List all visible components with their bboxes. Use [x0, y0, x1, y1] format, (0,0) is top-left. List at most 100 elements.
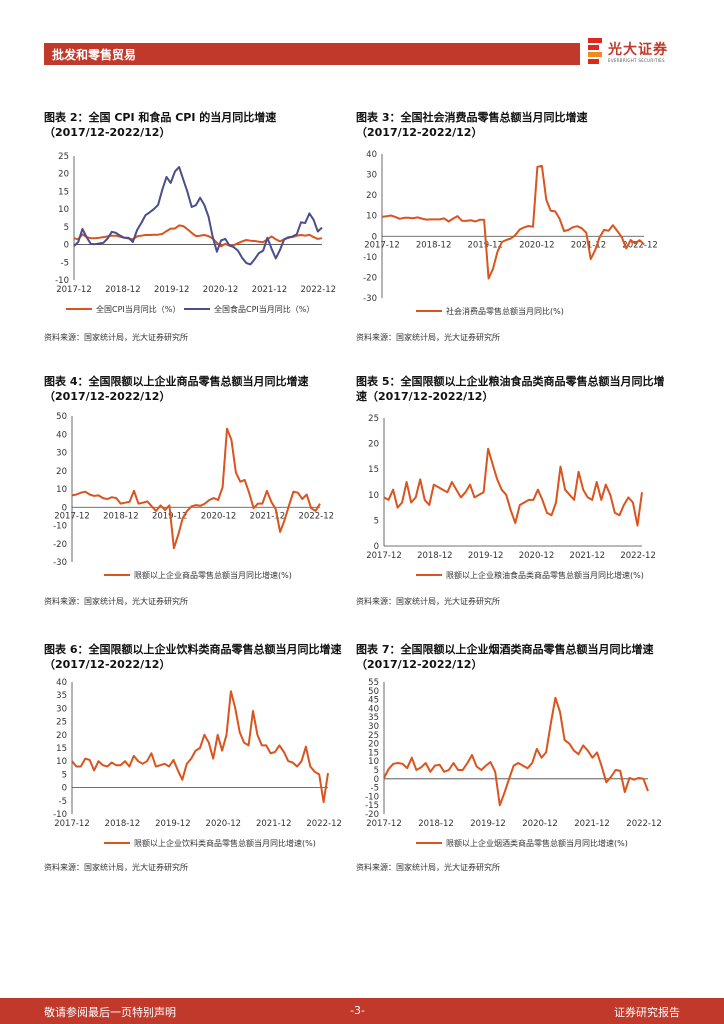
- x-tick-label: 2017-12: [56, 285, 92, 295]
- y-tick-label: 10: [56, 757, 67, 767]
- page-number: -3-: [350, 1004, 365, 1017]
- x-tick-label: 2021-12: [256, 819, 292, 829]
- panel-title-line: 图表 4：全国限额以上企业商品零售总额当月同比增速: [44, 375, 309, 388]
- y-tick-label: -30: [53, 558, 67, 568]
- y-tick-label: 35: [368, 713, 379, 723]
- x-tick-label: 2018-12: [418, 819, 454, 829]
- x-tick-label: 2019-12: [155, 819, 191, 829]
- x-tick-label: 2018-12: [105, 819, 141, 829]
- logo-mark-icon: [588, 38, 602, 64]
- x-tick-label: 2020-12: [206, 819, 242, 829]
- y-tick-label: 0: [374, 775, 379, 785]
- y-tick-label: 0: [62, 784, 67, 794]
- y-tick-label: 0: [62, 503, 67, 513]
- y-tick-label: 25: [368, 414, 379, 424]
- x-tick-label: 2021-12: [570, 551, 606, 561]
- x-tick-label: 2019-12: [470, 819, 506, 829]
- y-tick-label: 5: [64, 223, 69, 233]
- series-line: [381, 164, 645, 280]
- x-tick-label: 2017-12: [54, 511, 90, 521]
- y-tick-label: 0: [372, 232, 377, 242]
- panel-title-line: 速（2017/12-2022/12）: [356, 390, 494, 403]
- y-tick-label: 40: [366, 150, 377, 160]
- panel-title-6: 图表 6：全国限额以上企业饮料类商品零售总额当月同比增速 （2017/12-20…: [44, 642, 341, 672]
- source-note: 资料来源：国家统计局，光大证券研究所: [44, 333, 188, 342]
- series-line: [71, 690, 329, 804]
- panel-title-line: 图表 5：全国限额以上企业粮油食品类商品零售总额当月同比增: [356, 375, 665, 388]
- x-tick-label: 2022-12: [301, 285, 337, 295]
- x-tick-label: 2017-12: [366, 819, 402, 829]
- logo-name-cn: 光大证券: [608, 42, 668, 58]
- source-note: 资料来源：国家统计局，光大证券研究所: [356, 597, 500, 606]
- y-tick-label: 15: [368, 465, 379, 475]
- y-tick-label: -30: [363, 294, 377, 304]
- y-tick-label: -10: [365, 792, 379, 802]
- x-tick-label: 2018-12: [103, 511, 139, 521]
- series-line: [383, 696, 649, 807]
- panel-title-line: 图表 2：全国 CPI 和食品 CPI 的当月同比增速: [44, 111, 277, 124]
- y-tick-label: 50: [368, 687, 379, 697]
- x-tick-label: 2020-12: [522, 819, 558, 829]
- legend-label: 限额以上企业粮油食品类商品零售总额当月同比增速(%): [446, 570, 644, 580]
- panel-title-7: 图表 7：全国限额以上企业烟酒类商品零售总额当月同比增速 （2017/12-20…: [356, 642, 653, 672]
- x-tick-label: 2022-12: [626, 819, 662, 829]
- legend-label: 全国CPI当月同比（%）: [96, 304, 180, 314]
- y-tick-label: 10: [56, 485, 67, 495]
- y-tick-label: -10: [53, 810, 67, 820]
- series-line: [73, 224, 323, 248]
- y-tick-label: 15: [58, 187, 69, 197]
- y-tick-label: 25: [58, 152, 69, 162]
- y-tick-label: 20: [58, 170, 69, 180]
- chart-beverage: -10 -5 0 5 10 15 20 25 30 35 40 2017-12 2018-12 2019-…: [53, 678, 342, 848]
- x-tick-label: 2018-12: [417, 551, 453, 561]
- panel-title-line: 图表 3：全国社会消费品零售总额当月同比增速: [356, 111, 588, 124]
- y-tick-label: -15: [365, 801, 379, 811]
- panel-title-4: 图表 4：全国限额以上企业商品零售总额当月同比增速 （2017/12-2022/…: [44, 374, 308, 404]
- x-tick-label: 2019-12: [468, 551, 504, 561]
- y-tick-label: 5: [62, 770, 67, 780]
- y-tick-label: 15: [368, 748, 379, 758]
- y-tick-label: 10: [368, 491, 379, 501]
- x-tick-label: 2019-12: [154, 285, 190, 295]
- y-tick-label: 25: [368, 731, 379, 741]
- legend-label: 社会消费品零售总额当月同比(%): [446, 306, 564, 316]
- y-tick-label: -20: [365, 810, 379, 820]
- y-tick-label: 40: [56, 678, 67, 688]
- y-tick-label: 20: [56, 731, 67, 741]
- x-tick-label: 2017-12: [364, 240, 400, 250]
- x-tick-label: 2017-12: [366, 551, 402, 561]
- source-note: 资料来源：国家统计局，光大证券研究所: [44, 863, 188, 872]
- y-tick-label: 30: [56, 704, 67, 714]
- y-tick-label: 35: [56, 691, 67, 701]
- series-line: [71, 427, 321, 550]
- x-tick-label: 2020-12: [519, 240, 555, 250]
- panel-title-line: （2017/12-2022/12）: [44, 658, 171, 671]
- panel-title-2: 图表 2：全国 CPI 和食品 CPI 的当月同比增速 （2017/12-202…: [44, 110, 276, 140]
- legend-label: 限额以上企业商品零售总额当月同比增速(%): [134, 570, 292, 580]
- x-tick-label: 2018-12: [105, 285, 141, 295]
- x-tick-label: 2018-12: [416, 240, 452, 250]
- x-tick-label: 2020-12: [519, 551, 555, 561]
- x-tick-label: 2017-12: [54, 819, 90, 829]
- y-tick-label: -10: [53, 522, 67, 532]
- y-tick-label: 15: [56, 744, 67, 754]
- legend-label: 限额以上企业烟酒类商品零售总额当月同比增速(%): [446, 838, 628, 848]
- y-tick-label: 20: [56, 467, 67, 477]
- y-tick-label: 25: [56, 718, 67, 728]
- chart-cpi: -10 -5 0 5 10 15 20 25 2017-12 2018-12 2019-12 2020…: [55, 152, 337, 314]
- y-tick-label: 20: [368, 740, 379, 750]
- y-tick-label: 10: [366, 212, 377, 222]
- y-tick-label: 0: [374, 542, 379, 552]
- y-tick-label: -10: [363, 253, 377, 263]
- x-tick-label: 2020-12: [203, 285, 239, 295]
- y-tick-label: 0: [64, 241, 69, 251]
- y-tick-label: 40: [368, 704, 379, 714]
- chart-grain-oil-food: 0 5 10 15 20 25 2017-12 2018-12 2019-12 2020-12 20…: [366, 414, 656, 580]
- y-tick-label: -5: [61, 258, 69, 268]
- y-tick-label: -5: [371, 784, 379, 794]
- x-tick-label: 2021-12: [250, 511, 286, 521]
- y-tick-label: 20: [368, 440, 379, 450]
- y-tick-label: -10: [55, 276, 69, 286]
